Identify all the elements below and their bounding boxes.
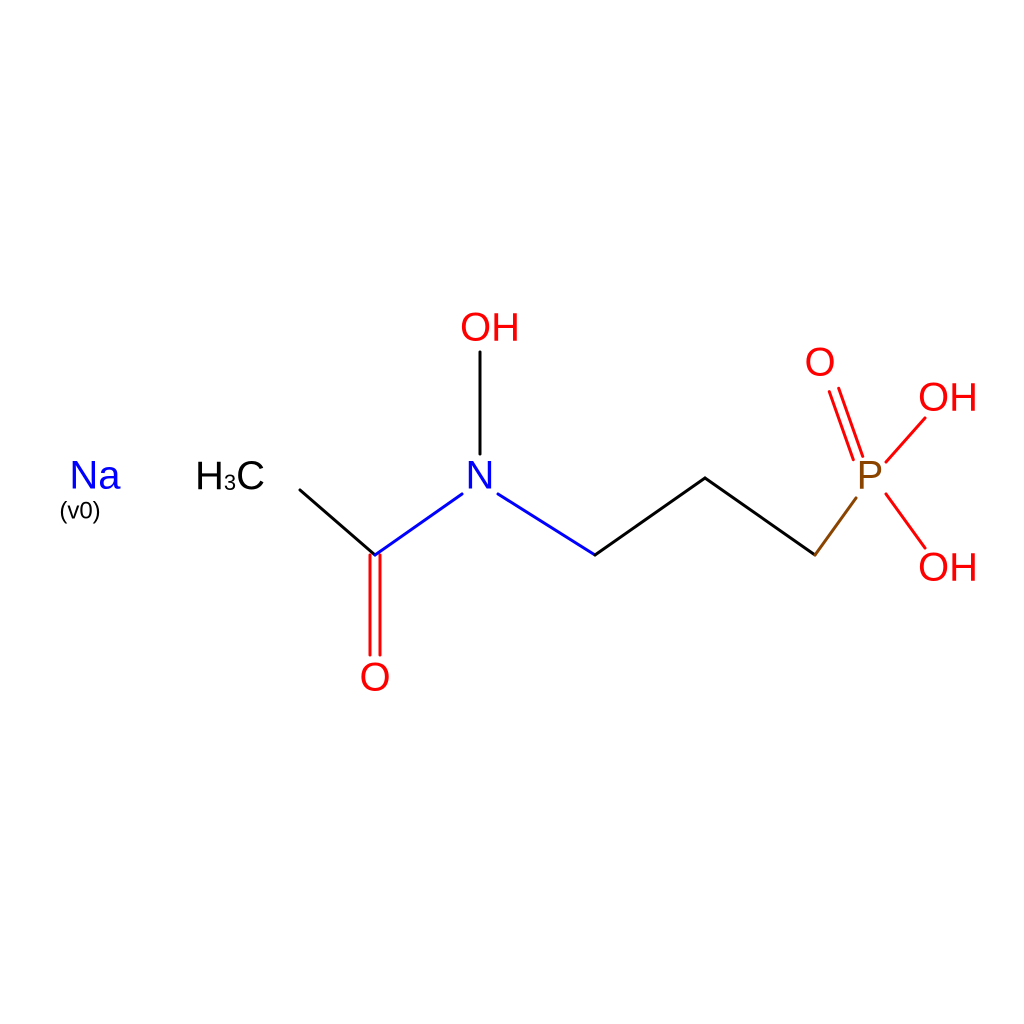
atom-nitrogen: N xyxy=(466,454,495,498)
atom-hydroxy-n: OH xyxy=(460,306,520,350)
atom-phospho-oxygen: O xyxy=(804,341,835,385)
molecule-diagram: Na(v0) H3C O N OH P O OH OH xyxy=(0,0,1024,1024)
atom-carbonyl-oxygen: O xyxy=(359,656,390,700)
atom-phosphorus: P xyxy=(857,454,884,498)
atom-phospho-oh-bottom: OH xyxy=(918,546,978,590)
atoms-group: Na(v0) H3C O N OH P O OH OH xyxy=(59,306,978,700)
bonds-group xyxy=(300,352,925,655)
sodium-valence-annotation: (v0) xyxy=(59,497,100,524)
atom-sodium: Na xyxy=(69,454,121,498)
atom-methyl: H3C xyxy=(195,454,265,498)
atom-phospho-oh-top: OH xyxy=(918,376,978,420)
